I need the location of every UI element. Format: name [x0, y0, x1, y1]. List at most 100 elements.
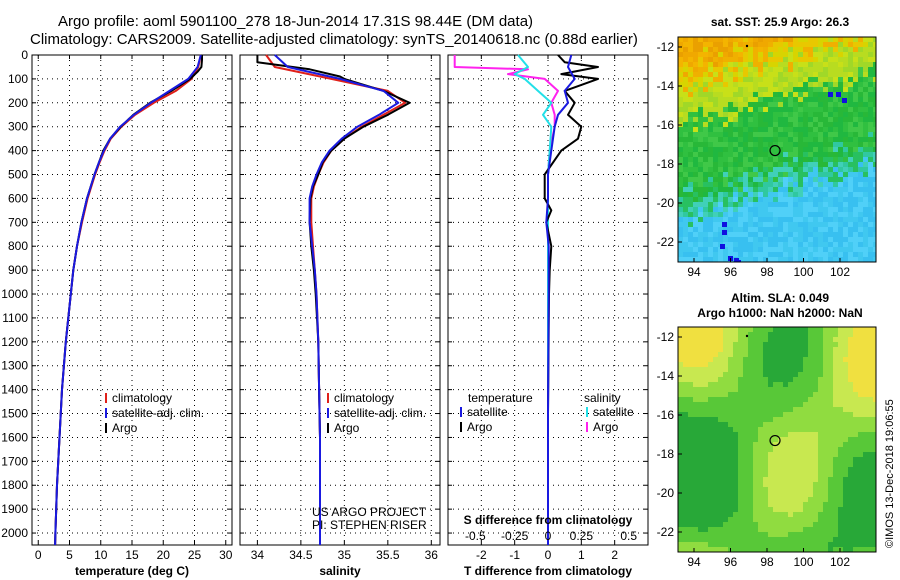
map-cell — [788, 407, 793, 412]
map-cell — [858, 192, 863, 197]
map-cell — [823, 152, 828, 157]
map-cell — [738, 402, 743, 407]
map-cell — [698, 37, 703, 42]
map-cell — [843, 102, 848, 107]
map-cell — [823, 107, 828, 112]
map-cell — [868, 347, 873, 352]
map-cell — [803, 482, 808, 487]
map-cell — [688, 162, 693, 167]
map-cell — [753, 187, 758, 192]
map-cell — [683, 62, 688, 67]
map-cell — [833, 427, 838, 432]
y-tick-label: 1900 — [1, 502, 28, 516]
map-cell — [863, 402, 868, 407]
map-cell — [838, 507, 843, 512]
map-cell — [733, 57, 738, 62]
map-cell — [843, 212, 848, 217]
map-cell — [683, 52, 688, 57]
map-cell — [828, 377, 833, 382]
map-cell — [718, 417, 723, 422]
map-cell — [833, 177, 838, 182]
map-cell — [813, 227, 818, 232]
x-axis-label: temperature (deg C) — [75, 564, 189, 578]
map-cell — [843, 442, 848, 447]
map-cell — [873, 442, 876, 447]
map-cell — [843, 382, 848, 387]
map-cell — [818, 157, 823, 162]
map-cell — [698, 57, 703, 62]
map-cell — [733, 467, 738, 472]
map-cell — [823, 527, 828, 532]
map-cell — [713, 467, 718, 472]
map-cell — [713, 517, 718, 522]
map-cell — [838, 192, 843, 197]
map-cell — [793, 382, 798, 387]
map-cell — [723, 517, 728, 522]
map-cell — [733, 492, 738, 497]
map-cell — [838, 202, 843, 207]
map-cell — [868, 257, 873, 262]
map-cell — [748, 442, 753, 447]
map-cell — [858, 452, 863, 457]
map-cell — [828, 367, 833, 372]
temperature-panel: 0100200300400500600700800900100011001200… — [1, 48, 232, 578]
map-cell — [803, 532, 808, 537]
map-cell — [768, 97, 773, 102]
map-cell — [778, 67, 783, 72]
map-cell — [728, 542, 733, 547]
map-cell — [813, 442, 818, 447]
map-cell — [838, 157, 843, 162]
map-cell — [773, 547, 778, 552]
map-cell — [868, 537, 873, 542]
map-cell — [843, 152, 848, 157]
map-cell — [813, 392, 818, 397]
map-cell — [748, 142, 753, 147]
map-cell — [748, 57, 753, 62]
map-cell — [743, 157, 748, 162]
map-cell — [818, 132, 823, 137]
map-cell — [778, 137, 783, 142]
map-cell — [713, 357, 718, 362]
map-cell — [828, 157, 833, 162]
map-cell — [848, 457, 853, 462]
map-cell — [758, 402, 763, 407]
map-cell — [738, 197, 743, 202]
map-cell — [863, 67, 868, 72]
map-cell — [713, 62, 718, 67]
map-cell — [798, 157, 803, 162]
map-cell — [713, 507, 718, 512]
map-cell — [688, 232, 693, 237]
map-cell — [773, 527, 778, 532]
sla-image — [678, 327, 876, 552]
map-cell — [708, 152, 713, 157]
map-cell — [803, 417, 808, 422]
map-cell — [783, 362, 788, 367]
map-cell — [728, 192, 733, 197]
map-cell — [793, 82, 798, 87]
map-cell — [843, 337, 848, 342]
map-cell — [828, 442, 833, 447]
map-cell — [678, 172, 683, 177]
map-cell — [748, 357, 753, 362]
map-cell — [733, 42, 738, 47]
map-cell — [808, 497, 813, 502]
map-cell — [723, 207, 728, 212]
map-cell — [823, 477, 828, 482]
map-cell — [838, 472, 843, 477]
map-cell — [798, 512, 803, 517]
map-cell — [823, 377, 828, 382]
map-cell — [868, 72, 873, 77]
map-cell — [798, 212, 803, 217]
map-cell — [793, 232, 798, 237]
map-cell — [763, 382, 768, 387]
map-cell — [693, 412, 698, 417]
map-cell — [718, 137, 723, 142]
map-y-tick-label: -18 — [657, 447, 675, 461]
map-cell — [803, 407, 808, 412]
map-cell — [743, 252, 748, 257]
map-cell — [738, 187, 743, 192]
map-cell — [873, 82, 876, 87]
map-cell — [708, 112, 713, 117]
map-cell — [863, 472, 868, 477]
map-cell — [868, 372, 873, 377]
